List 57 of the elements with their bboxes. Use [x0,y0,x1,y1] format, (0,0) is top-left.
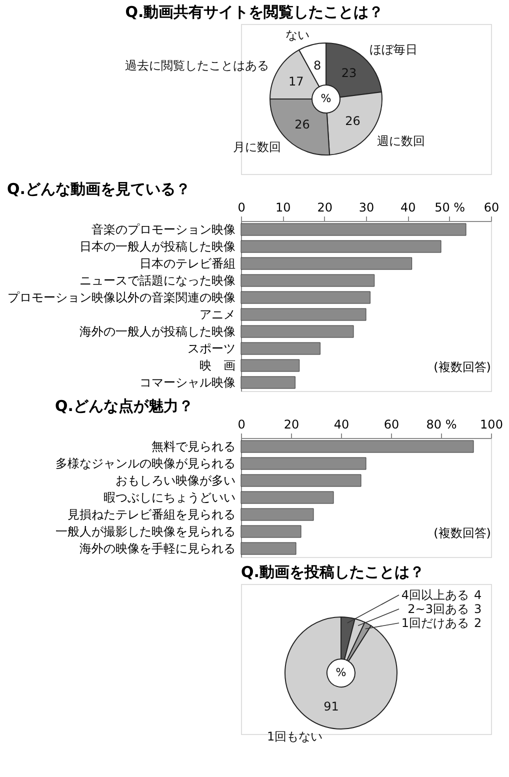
donut-slice [284,616,398,730]
chart-title: Q.どんな点が魅力？ [55,397,194,415]
slice-label: 月に数回 [232,140,281,154]
x-tick-label: 50 % [434,200,466,214]
slice-label: ほぼ毎日 [370,42,418,56]
data-label: 2 [474,616,482,630]
y-tick-label: コマーシャル映像 [140,376,236,390]
slice-label: 過去に閲覧したことはある [125,58,270,72]
x-tick-label: 30 [358,200,374,214]
y-tick-label: 映 画 [200,358,236,372]
x-tick-label: 0 [238,418,246,432]
y-tick-label: 多様なジャンルの映像が見られる [56,456,236,470]
y-tick-label: 日本の一般人が投稿した映像 [80,240,236,254]
text: % [336,666,346,679]
annotation: (複数回答) [434,360,491,374]
annotation: (複数回答) [434,526,491,540]
y-tick-label: 暇つぶしにちょうどいい [104,490,236,504]
x-tick-label: 60 [484,200,500,214]
x-tick-label: 40 [334,418,350,432]
slice-label: 2~3回ある [408,602,469,616]
data-label: 4 [474,588,482,602]
slice-label: 週に数回 [376,134,425,148]
x-tick-label: 100 [480,418,503,432]
x-tick-label: 20 [284,418,300,432]
x-tick-label: 60 [384,418,400,432]
text: % [320,92,332,105]
y-tick-label: 海外の映像を手軽に見られる [80,542,236,556]
y-tick-label: プロモーション映像以外の音楽関連の映像 [8,290,236,304]
chart-title: Q.動画共有サイトを閲覧したことは？ [125,3,384,21]
data-label: 8 [314,58,322,72]
data-label: 17 [288,74,304,88]
chart-title: Q.動画を投稿したことは？ [241,563,424,581]
data-label: 26 [345,114,360,128]
x-tick-label: 80 % [426,418,457,432]
x-tick-label: 10 [276,200,291,214]
y-tick-label: 無料で見られる [152,440,236,454]
x-tick-label: 40 [400,200,416,214]
x-tick-label: 0 [238,200,246,214]
data-label: 23 [341,66,357,80]
y-tick-label: 日本のテレビ番組 [140,256,236,270]
x-tick-label: 20 [317,200,332,214]
y-tick-label: 一般人が撮影した映像を見られる [56,524,236,538]
y-tick-label: 海外の一般人が投稿した映像 [80,324,236,338]
y-tick-label: スポーツ [188,342,236,356]
y-tick-label: 音楽のプロモーション映像 [92,222,236,236]
slice-label: ない [286,28,310,42]
y-tick-label: おもしろい映像が多い [116,474,236,488]
slice-label: 4回以上ある [401,588,469,602]
slice-label: 1回だけある [401,616,469,630]
y-tick-label: アニメ [200,308,236,322]
y-tick-label: 見損ねたテレビ番組を見られる [68,508,236,522]
slice-label: 1回もない [266,729,323,744]
y-tick-label: ニュースで話題になった映像 [80,274,236,288]
data-label: 26 [294,117,310,132]
data-label: 91 [324,699,339,714]
text: Q.どんな動画を見ている？ [7,180,190,198]
data-label: 3 [474,602,482,616]
